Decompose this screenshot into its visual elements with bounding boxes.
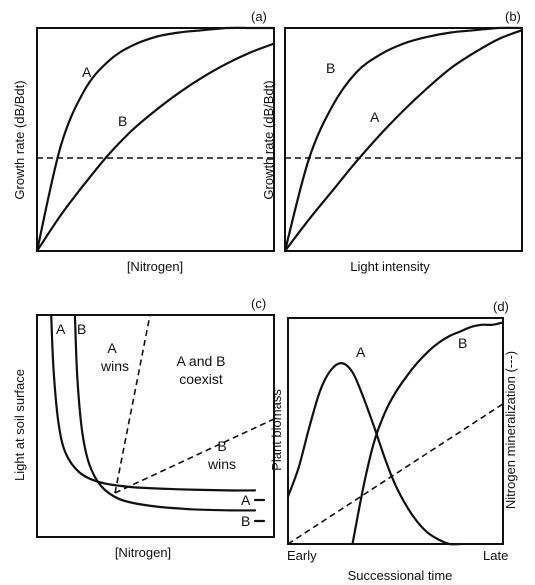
panel-b-y-label: Growth rate (dB/Bdt) [261, 80, 276, 199]
panel-c-region-coexist-line2: coexist [179, 371, 223, 387]
panel-d-x-tick-early: Early [287, 548, 317, 563]
panel-d: (d) Early Late Successional time Plant b… [269, 299, 518, 583]
panel-c-region-coexist-line1: A and B [176, 353, 225, 369]
panel-a-label: (a) [251, 9, 267, 24]
panel-d-series-B-label: B [458, 335, 467, 351]
panel-c-y-label: Light at soil surface [12, 369, 27, 481]
panel-d-y2-label: Nitrogen mineralization (---) [503, 351, 518, 509]
panel-c-curve-B [73, 313, 257, 512]
panel-c: (c) [Nitrogen] Light at soil surface A B… [12, 296, 275, 560]
panel-c-end-label-A: A [241, 492, 251, 508]
panel-c-region-A-wins-line2: wins [100, 358, 129, 374]
panel-c-end-label-B: B [241, 513, 250, 529]
panel-d-nitrogen-mineralization-line [287, 403, 504, 545]
panel-a-curve-A [35, 26, 276, 253]
panel-c-boundary-line-1 [114, 314, 151, 494]
panel-c-curve-A-top-label: A [56, 321, 66, 337]
panel-a-series-A-label: A [82, 64, 92, 80]
panel-a-frame [36, 27, 275, 252]
panel-c-boundary-line-2 [114, 418, 275, 494]
panel-b-frame [284, 27, 523, 252]
panel-a-x-label: [Nitrogen] [127, 259, 183, 274]
panel-c-region-B-wins-line2: wins [207, 456, 236, 472]
panel-a-series-B-label: B [118, 113, 127, 129]
panel-d-series-A-label: A [356, 344, 366, 360]
panel-c-x-label: [Nitrogen] [115, 545, 171, 560]
panel-a-curve-B [35, 42, 276, 253]
panel-c-curve-A [50, 313, 257, 492]
panel-a: (a) [Nitrogen] Growth rate (dB/Bdt) A B [12, 9, 276, 274]
panel-c-region-A-wins-line1: A [107, 340, 117, 356]
panel-b-label: (b) [505, 9, 521, 24]
panel-c-curve-B-top-label: B [77, 321, 86, 337]
panel-b-series-B-label: B [326, 60, 335, 76]
panel-c-label: (c) [251, 296, 266, 311]
panel-d-label: (d) [493, 299, 509, 314]
panel-c-frame [36, 314, 275, 538]
panel-b-series-A-label: A [370, 109, 380, 125]
panel-d-x-tick-late: Late [483, 548, 508, 563]
panel-c-region-B-wins-line1: B [217, 438, 226, 454]
panel-b-curve-B [283, 26, 524, 253]
panel-d-y-label: Plant biomass [269, 389, 284, 471]
panel-b-x-label: Light intensity [350, 259, 430, 274]
panel-d-x-label: Successional time [348, 568, 453, 583]
panel-d-curve-B [351, 321, 505, 546]
panel-a-y-label: Growth rate (dB/Bdt) [12, 80, 27, 199]
panel-d-curve-A [286, 362, 462, 546]
panel-d-frame [287, 317, 504, 545]
panel-b: (b) Light intensity Growth rate (dB/Bdt)… [261, 9, 524, 274]
panel-b-curve-A [283, 29, 524, 253]
